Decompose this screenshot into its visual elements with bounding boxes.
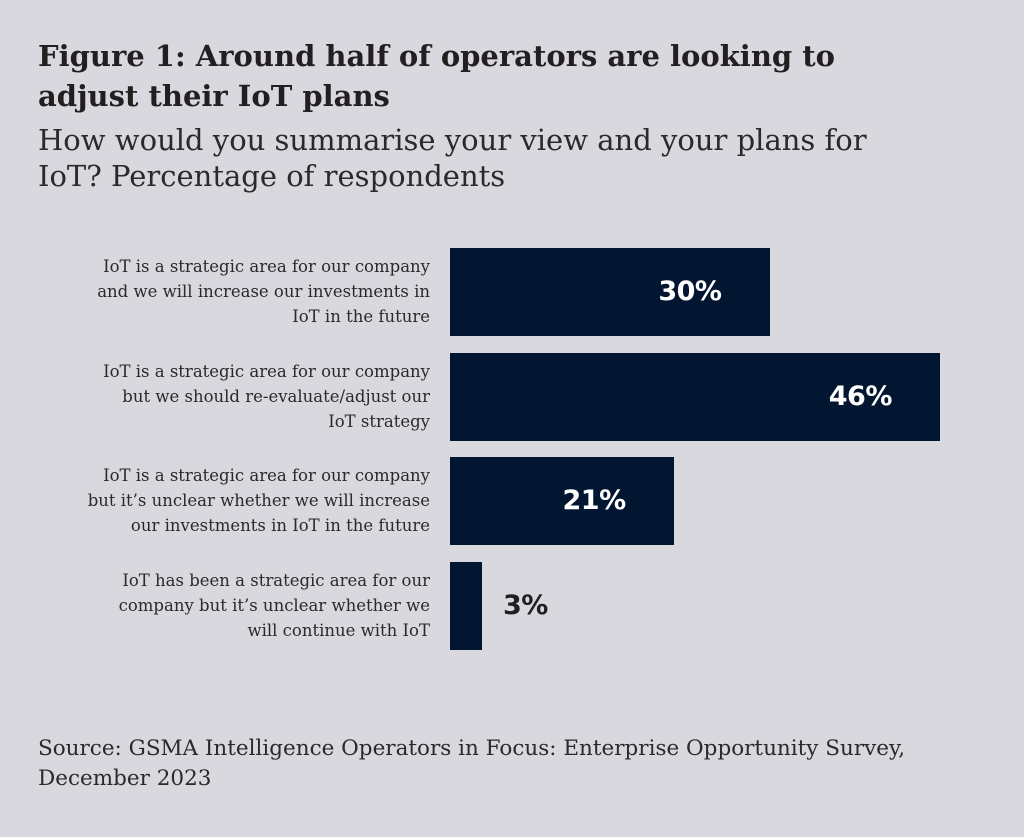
category-label: IoT is a strategic area for our company a… <box>10 254 430 329</box>
chart-title-line: Figure 1: Around half of operators are l… <box>38 39 836 73</box>
chart-title-line: adjust their IoT plans <box>38 79 390 113</box>
data-label: 21% <box>562 485 627 516</box>
category-label-line: our investments in IoT in the future <box>130 516 430 535</box>
category-label-line: IoT has been a strategic area for our <box>122 570 430 590</box>
category-label-line: IoT is a strategic area for our company <box>103 361 430 381</box>
source-line: December 2023 <box>38 766 212 791</box>
category-label-line: will continue with IoT <box>247 620 430 640</box>
category-label-line: company but it’s unclear whether we <box>118 595 430 615</box>
chart-subtitle-line: IoT? Percentage of respondents <box>38 159 506 193</box>
category-label-line: IoT is a strategic area for our company <box>103 257 430 276</box>
category-label: IoT is a strategic area for our company b… <box>10 463 430 538</box>
category-label-line: IoT is a strategic area for our company <box>103 466 430 485</box>
data-label: 30% <box>658 276 722 307</box>
chart-subtitle: How would you summarise your view and yo… <box>38 122 867 194</box>
category-label-line: IoT in the future <box>292 307 430 326</box>
category-label-line: but we should re-evaluate/adjust our <box>122 386 430 406</box>
bar <box>450 248 770 336</box>
chart-subtitle-line: How would you summarise your view and yo… <box>38 123 867 157</box>
source-note: Source: GSMA Intelligence Operators in F… <box>38 734 905 794</box>
bar <box>450 561 482 650</box>
category-label: IoT is a strategic area for our company b… <box>10 359 430 434</box>
category-label-line: and we will increase our investments in <box>97 282 430 301</box>
bar <box>450 457 674 545</box>
data-label: 3% <box>502 589 548 621</box>
category-label: IoT has been a strategic area for our com… <box>10 568 430 643</box>
category-label-line: IoT strategy <box>328 411 430 431</box>
source-line: Source: GSMA Intelligence Operators in F… <box>38 736 906 761</box>
chart-title: Figure 1: Around half of operators are l… <box>38 36 835 116</box>
bar <box>450 352 940 441</box>
category-label-line: but it’s unclear whether we will increas… <box>87 491 430 510</box>
data-label: 46% <box>828 380 893 412</box>
